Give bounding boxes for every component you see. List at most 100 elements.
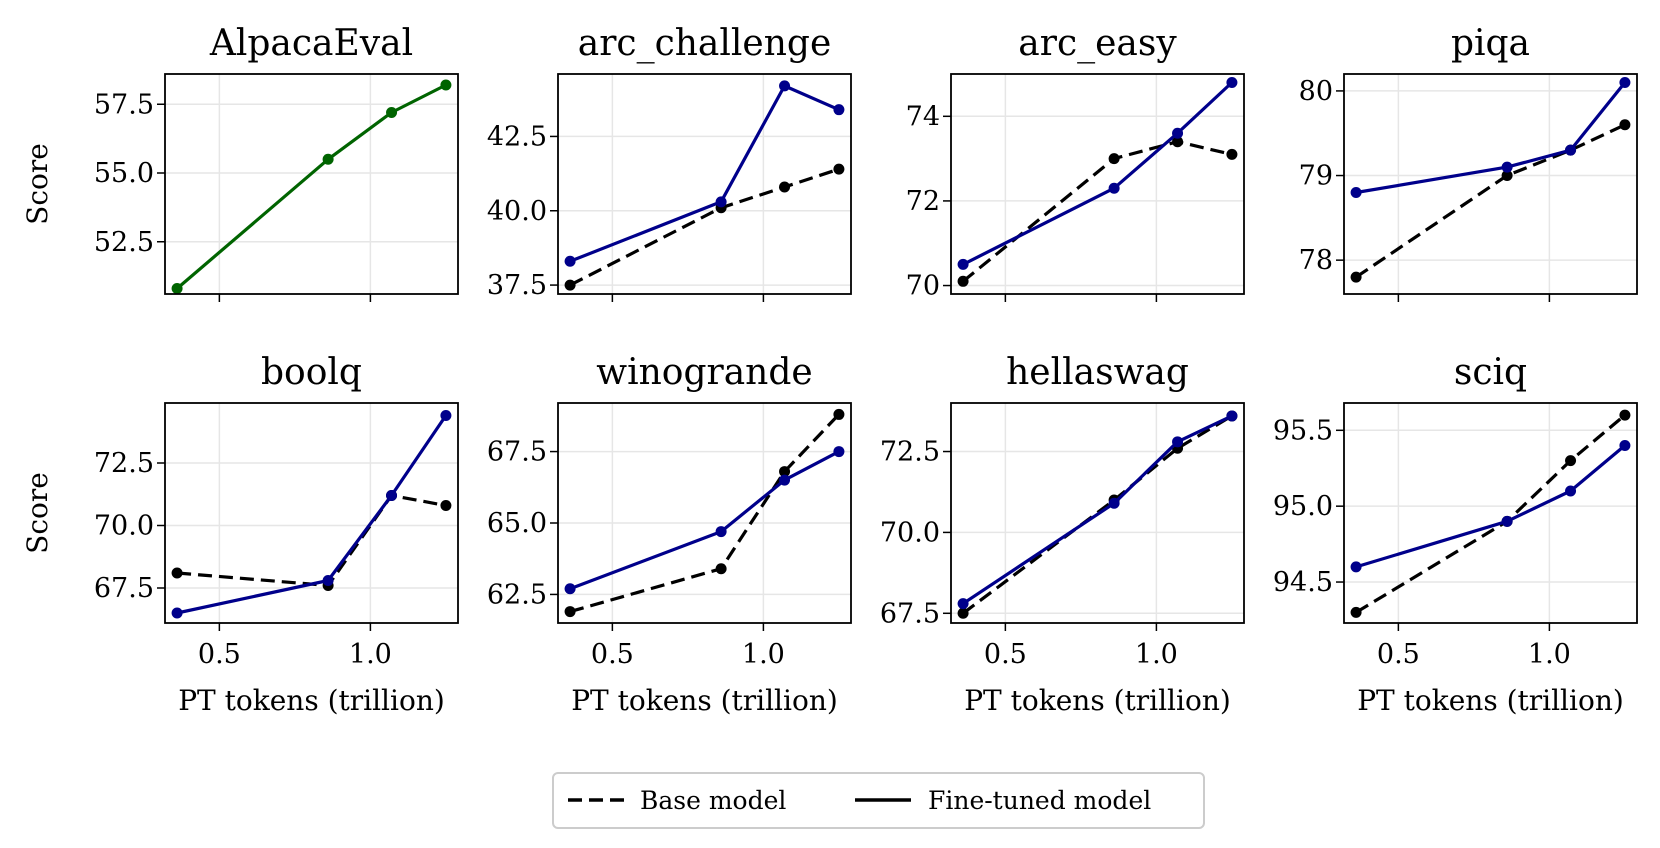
y-tick-label: 37.5: [487, 270, 547, 301]
y-tick-label: 70: [906, 271, 940, 302]
subplot-title: piqa: [1451, 23, 1530, 64]
data-point-base: [1350, 606, 1362, 618]
data-point-finetuned: [1108, 182, 1120, 194]
y-axis-label: Score: [21, 143, 54, 225]
data-point-finetuned: [171, 607, 183, 619]
data-point-base: [957, 275, 969, 287]
x-tick-label: 0.5: [984, 639, 1027, 670]
plot-frame: [557, 73, 852, 295]
data-point-base: [833, 408, 845, 420]
data-point-finetuned: [957, 598, 969, 610]
series-line-finetuned: [1355, 81, 1627, 195]
series-line-finetuned: [1355, 444, 1626, 569]
plot-frame: [164, 402, 459, 624]
series-line-base: [1355, 123, 1626, 279]
data-point-finetuned: [1501, 161, 1513, 173]
data-point-finetuned: [1619, 76, 1631, 88]
x-tick-label: 0.5: [1377, 639, 1420, 670]
data-point-base: [715, 563, 727, 575]
series-line-finetuned: [569, 450, 840, 591]
data-point-finetuned: [957, 258, 969, 270]
data-point-finetuned: [1501, 515, 1513, 527]
y-tick-label: 65.0: [487, 508, 547, 539]
y-tick-label: 74: [906, 101, 940, 132]
data-point-finetuned: [715, 196, 727, 208]
y-tick-label: 72.5: [880, 437, 940, 468]
subplot-title: AlpacaEval: [209, 23, 413, 64]
data-point-base: [1501, 170, 1513, 182]
subplot-title: arc_challenge: [578, 23, 832, 64]
legend: Base model Fine-tuned model: [552, 772, 1205, 829]
data-point-base: [779, 181, 791, 193]
subplot-title: hellaswag: [1006, 352, 1189, 393]
x-axis-label: PT tokens (trillion): [964, 684, 1231, 717]
plot-area: [951, 74, 1244, 294]
data-point-base: [1619, 119, 1631, 131]
data-point-finetuned: [564, 255, 576, 267]
data-point-base: [1108, 153, 1120, 165]
y-tick-label: 42.5: [487, 121, 547, 152]
y-tick-label: 94.5: [1273, 567, 1333, 598]
series-line-base: [569, 413, 841, 614]
x-tick-label: 1.0: [742, 639, 785, 670]
x-tick-label: 0.5: [198, 639, 241, 670]
data-point-alpaca: [171, 283, 183, 294]
data-point-base: [833, 163, 845, 175]
data-point-finetuned: [322, 575, 334, 586]
data-point-finetuned: [1565, 144, 1577, 156]
plot-frame: [557, 402, 852, 624]
x-tick-label: 1.0: [349, 639, 392, 670]
y-tick-label: 80: [1299, 76, 1333, 107]
series-line-base: [176, 493, 447, 588]
data-point-base: [1226, 148, 1238, 160]
data-point-finetuned: [715, 526, 727, 538]
subplot-piqa: 78 79 80 piqa: [1299, 23, 1638, 302]
data-point-finetuned: [1172, 127, 1184, 139]
y-axis-label: Score: [21, 472, 54, 554]
y-tick-label: 72.5: [94, 448, 154, 479]
y-tick-label: 70.0: [880, 517, 940, 548]
x-tick-label: 1.0: [1528, 639, 1571, 670]
data-point-finetuned: [440, 410, 452, 421]
plot-frame: [1343, 73, 1638, 295]
series-line-base: [569, 167, 840, 287]
data-point-finetuned: [1108, 497, 1120, 509]
legend-base-label: Base model: [640, 786, 786, 815]
y-tick-label: 95.0: [1273, 491, 1333, 522]
plot-area: [558, 403, 851, 623]
y-tick-label: 79: [1299, 161, 1333, 192]
subplot-title: sciq: [1454, 352, 1527, 393]
data-point-finetuned: [1565, 485, 1577, 497]
x-axis-label: PT tokens (trillion): [571, 684, 838, 717]
data-point-finetuned: [564, 583, 576, 595]
x-axis-label: PT tokens (trillion): [178, 684, 445, 717]
data-point-finetuned: [1350, 186, 1362, 198]
legend-finetuned-label: Fine-tuned model: [928, 786, 1151, 815]
y-tick-label: 95.5: [1273, 415, 1333, 446]
y-tick-label: 62.5: [487, 579, 547, 610]
series-line-alpaca: [176, 83, 447, 290]
plot-frame: [164, 73, 459, 295]
data-point-finetuned: [1350, 561, 1362, 573]
y-tick-label: 72: [906, 186, 940, 217]
subplot-boolq: 0.5 1.0 67.5 70.0 72.5 boolq PT tokens (trilli…: [21, 352, 459, 717]
y-tick-label: 57.5: [94, 89, 154, 120]
data-point-base: [171, 567, 183, 579]
subplot-alpacaeval: 52.5 55.0 57.5 AlpacaEval Score: [21, 23, 459, 302]
data-point-finetuned: [1226, 76, 1238, 88]
data-point-alpaca: [322, 153, 334, 165]
data-point-alpaca: [440, 79, 452, 91]
subplot-sciq: 0.5 1.0 94.5 95.0 95.5 sciq PT tokens (trillio…: [1273, 352, 1638, 717]
data-point-finetuned: [779, 474, 791, 486]
series-line-base: [962, 140, 1233, 283]
subplot-title: winogrande: [596, 352, 812, 393]
data-point-base: [440, 500, 452, 511]
series-line-finetuned: [569, 84, 840, 263]
data-point-finetuned: [1226, 410, 1238, 422]
data-point-finetuned: [1619, 439, 1631, 451]
series-line-base: [962, 414, 1233, 615]
y-tick-label: 70.0: [94, 511, 154, 542]
data-point-finetuned: [1172, 436, 1184, 448]
y-tick-label: 78: [1299, 245, 1333, 276]
subplot-grid: 52.5 55.0 57.5 AlpacaEval Score 37.5 40.0 42.5 a…: [21, 23, 1638, 717]
